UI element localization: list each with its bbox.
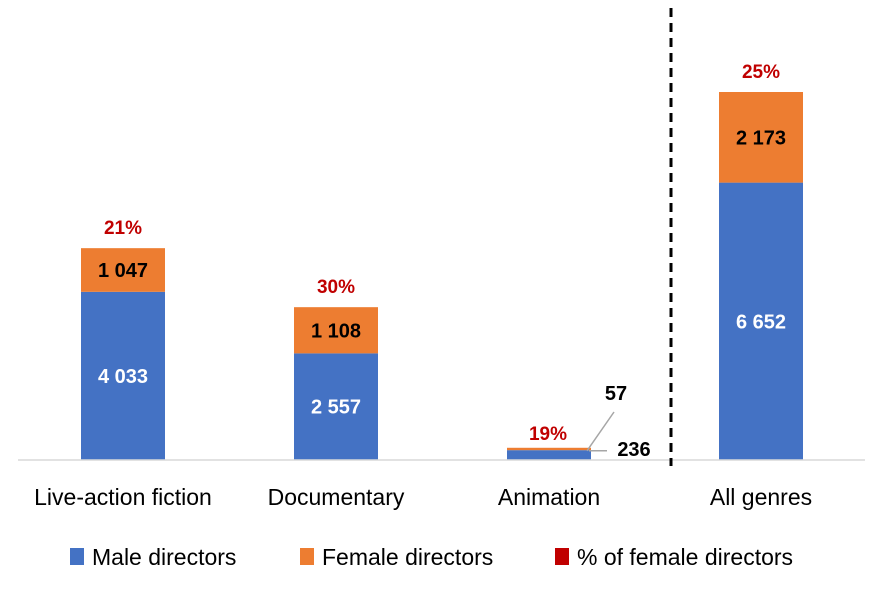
category-label: All genres — [710, 484, 812, 510]
legend-swatch-0 — [70, 548, 84, 565]
legend-label: Male directors — [92, 544, 236, 570]
bars-layer — [81, 92, 803, 461]
bar-male-2 — [507, 450, 591, 460]
legend-label: Female directors — [322, 544, 493, 570]
labels-layer: Live-action fiction 21% 1 047 4 033 Document… — [34, 62, 812, 510]
male-value-label: 4 033 — [98, 366, 148, 388]
category-label: Documentary — [268, 484, 405, 510]
legend-swatch-2 — [555, 548, 569, 565]
bar-female-3 — [719, 92, 803, 183]
female-value-label: 1 108 — [311, 320, 361, 342]
bar-male-0 — [81, 291, 165, 460]
male-value-label: 6 652 — [736, 311, 786, 333]
bar-female-0 — [81, 248, 165, 292]
female-value-label: 1 047 — [98, 260, 148, 282]
legend-label: % of female directors — [577, 544, 793, 570]
bar-female-1 — [294, 307, 378, 354]
percent-female-label: 19% — [529, 424, 567, 445]
percent-female-label: 21% — [104, 218, 142, 239]
percent-female-label: 30% — [317, 277, 355, 298]
bar-female-2 — [507, 447, 591, 451]
female-value-label: 57 — [605, 383, 627, 405]
bar-male-3 — [719, 182, 803, 461]
category-label: Animation — [498, 484, 600, 510]
female-value-label: 2 173 — [736, 127, 786, 149]
leader-line-female — [586, 411, 615, 452]
category-label: Live-action fiction — [34, 484, 212, 510]
male-value-label: 2 557 — [311, 397, 361, 419]
legend: Male directors Female directors % of femal… — [70, 544, 793, 570]
male-value-label: 236 — [617, 439, 650, 461]
percent-female-label: 25% — [742, 62, 780, 83]
bar-male-1 — [294, 353, 378, 460]
legend-swatch-1 — [300, 548, 314, 565]
